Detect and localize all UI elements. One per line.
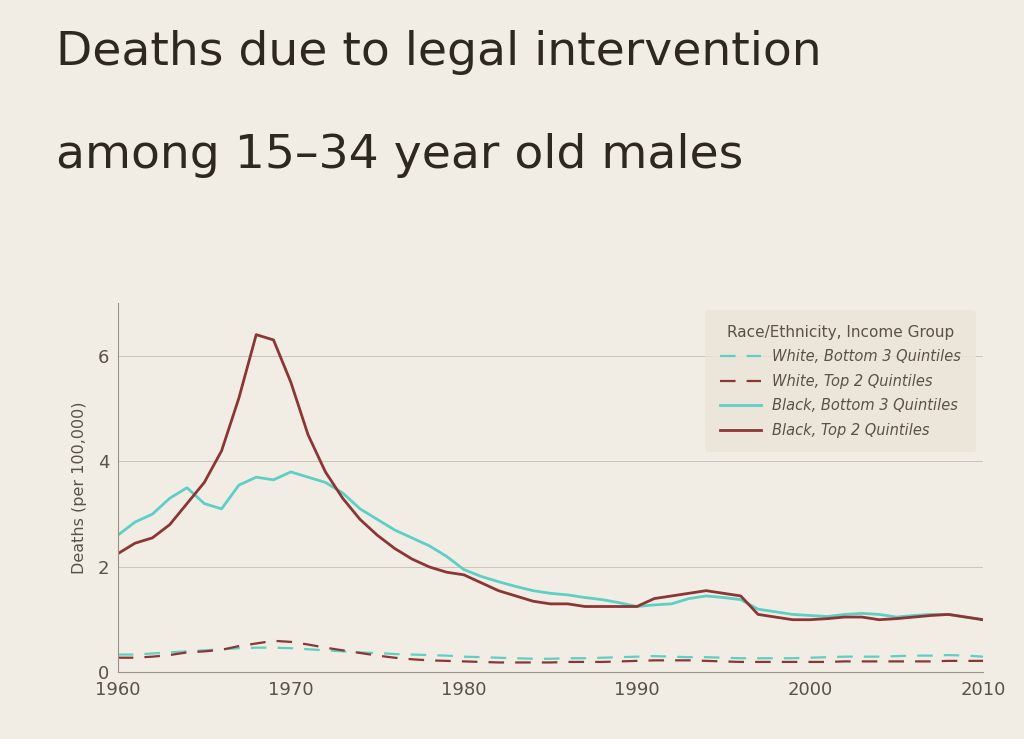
- Text: among 15–34 year old males: among 15–34 year old males: [56, 133, 743, 178]
- Legend: White, Bottom 3 Quintiles, White, Top 2 Quintiles, Black, Bottom 3 Quintiles, Bl: White, Bottom 3 Quintiles, White, Top 2 …: [706, 310, 976, 452]
- Y-axis label: Deaths (per 100,000): Deaths (per 100,000): [72, 401, 87, 574]
- Text: Deaths due to legal intervention: Deaths due to legal intervention: [56, 30, 822, 75]
